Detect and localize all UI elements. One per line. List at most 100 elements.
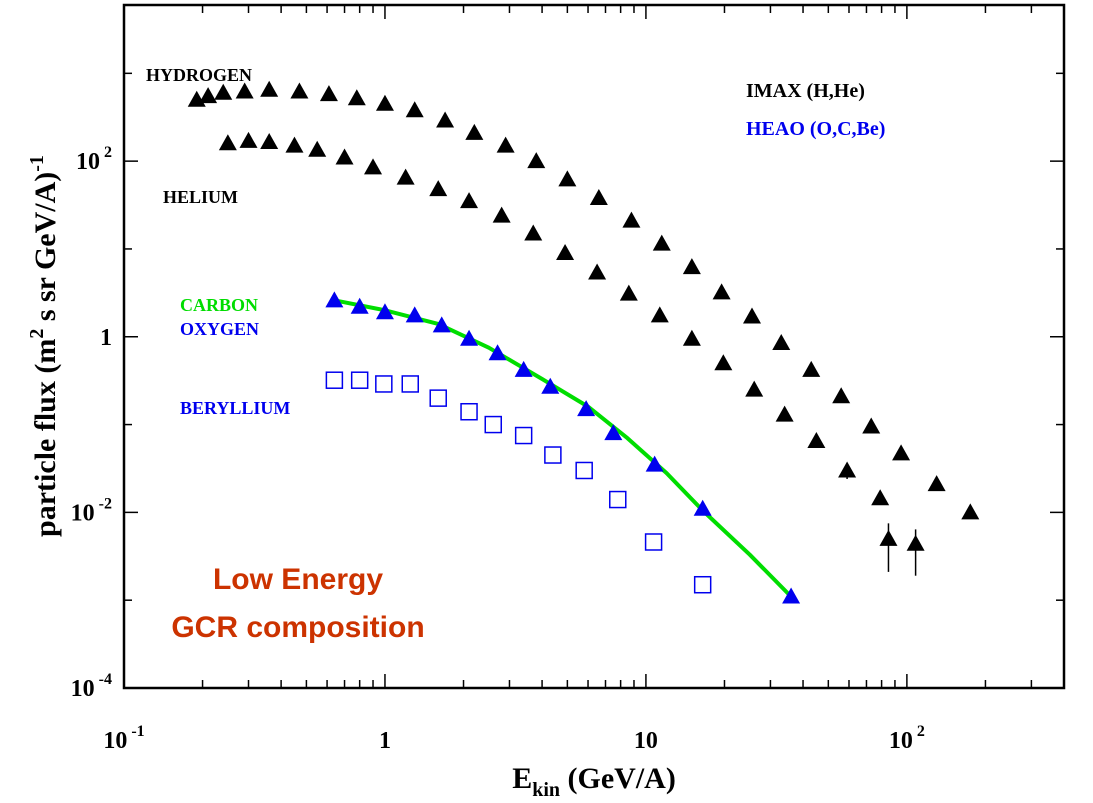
hydrogen-point xyxy=(862,417,881,434)
annotation-line-1: Low Energy xyxy=(213,563,383,596)
hydrogen-point xyxy=(496,136,515,153)
beryllium-point xyxy=(644,533,663,551)
helium-point xyxy=(745,380,764,397)
hydrogen-point xyxy=(260,80,279,97)
series-curves xyxy=(334,298,793,599)
helium-point xyxy=(460,192,479,209)
hydrogen-point xyxy=(405,101,424,118)
beryllium-point xyxy=(575,461,593,480)
helium-point xyxy=(218,134,237,151)
hydrogen-point xyxy=(214,83,233,100)
beryllium-point xyxy=(325,371,344,389)
oxygen-point xyxy=(514,360,533,377)
hydrogen-point xyxy=(832,387,851,404)
axis-tick-labels: 10 -1 1 10 10 2 10 -4 10 -2 1 10 2 xyxy=(71,144,925,754)
hydrogen-point xyxy=(743,307,762,324)
oxygen-point xyxy=(350,297,369,314)
helium-point xyxy=(429,180,448,197)
y-tick-label: 1 xyxy=(100,325,112,351)
helium-point xyxy=(588,263,607,280)
hydrogen-point xyxy=(347,89,366,106)
y-tick-label: 10 2 xyxy=(76,144,112,175)
helium-point xyxy=(807,431,826,448)
helium-point xyxy=(364,158,383,175)
beryllium-point xyxy=(350,371,369,389)
label-oxygen: OXYGEN xyxy=(180,319,259,339)
helium-point xyxy=(260,133,279,150)
annotation-line-2: GCR composition xyxy=(171,611,424,644)
hydrogen-point xyxy=(558,170,577,187)
hydrogen-point xyxy=(622,211,641,228)
label-beryllium: BERYLLIUM xyxy=(180,398,290,418)
hydrogen-point xyxy=(199,87,218,104)
axis-ticks xyxy=(123,5,1065,689)
oxygen-point xyxy=(541,377,560,394)
legend-heao: HEAO (O,C,Be) xyxy=(746,118,885,140)
helium-point xyxy=(524,224,543,241)
data-markers xyxy=(187,80,980,604)
x-tick-label: 10 2 xyxy=(889,723,925,754)
oxygen-point xyxy=(782,587,801,604)
oxygen-point xyxy=(693,499,712,516)
label-carbon: CARBON xyxy=(180,295,258,315)
plot-frame xyxy=(122,3,1066,690)
y-tick-label: 10 -4 xyxy=(71,671,112,702)
hydrogen-point xyxy=(802,360,821,377)
hydrogen-point xyxy=(375,94,394,111)
hydrogen-point xyxy=(892,444,911,461)
helium-point xyxy=(714,354,733,371)
oxygen-point xyxy=(645,455,664,472)
beryllium-point xyxy=(484,415,503,434)
hydrogen-point xyxy=(290,82,309,99)
helium-point xyxy=(239,131,258,148)
helium-point xyxy=(838,461,857,478)
hydrogen-point xyxy=(772,333,791,350)
hydrogen-point xyxy=(682,258,701,275)
oxygen-point xyxy=(375,303,394,320)
oxygen-point xyxy=(577,400,596,417)
oxygen-point xyxy=(325,291,344,308)
x-tick-label: 10 xyxy=(634,728,658,754)
beryllium-point xyxy=(609,490,627,509)
helium-point xyxy=(285,136,304,153)
hydrogen-point xyxy=(712,283,731,300)
hydrogen-point xyxy=(589,189,608,206)
hydrogen-point xyxy=(527,152,546,169)
helium-point xyxy=(682,329,701,346)
beryllium-point xyxy=(429,389,447,407)
hydrogen-point xyxy=(927,475,946,492)
helium-point xyxy=(492,206,511,223)
beryllium-point xyxy=(375,375,393,393)
beryllium-point xyxy=(460,402,478,421)
oxygen-point xyxy=(405,306,424,323)
helium-point xyxy=(650,306,669,323)
oxygen-point xyxy=(432,316,451,333)
beryllium-point xyxy=(514,426,533,445)
x-tick-label: 10 -1 xyxy=(103,723,144,754)
hydrogen-point xyxy=(436,111,455,128)
helium-point xyxy=(775,405,794,422)
hydrogen-point xyxy=(961,503,980,520)
x-axis-label: Ekin (GeV/A) xyxy=(512,762,676,801)
oxygen-point xyxy=(604,424,623,441)
beryllium-point xyxy=(544,446,562,464)
y-tick-label: 10 -2 xyxy=(71,495,112,526)
carbon-curve xyxy=(334,298,793,599)
hydrogen-point xyxy=(319,85,338,102)
helium-point xyxy=(619,284,638,301)
beryllium-point xyxy=(693,575,712,594)
helium-point xyxy=(906,534,925,551)
error-bars xyxy=(846,463,917,576)
label-helium: HELIUM xyxy=(163,187,238,207)
helium-point xyxy=(335,148,354,165)
hydrogen-point xyxy=(652,234,671,251)
helium-point xyxy=(396,168,415,185)
beryllium-point xyxy=(401,375,420,393)
x-tick-label: 1 xyxy=(379,728,391,754)
helium-point xyxy=(308,140,327,157)
helium-point xyxy=(871,489,890,506)
label-hydrogen: HYDROGEN xyxy=(146,65,252,85)
hydrogen-point xyxy=(235,82,254,99)
hydrogen-point xyxy=(465,123,484,140)
